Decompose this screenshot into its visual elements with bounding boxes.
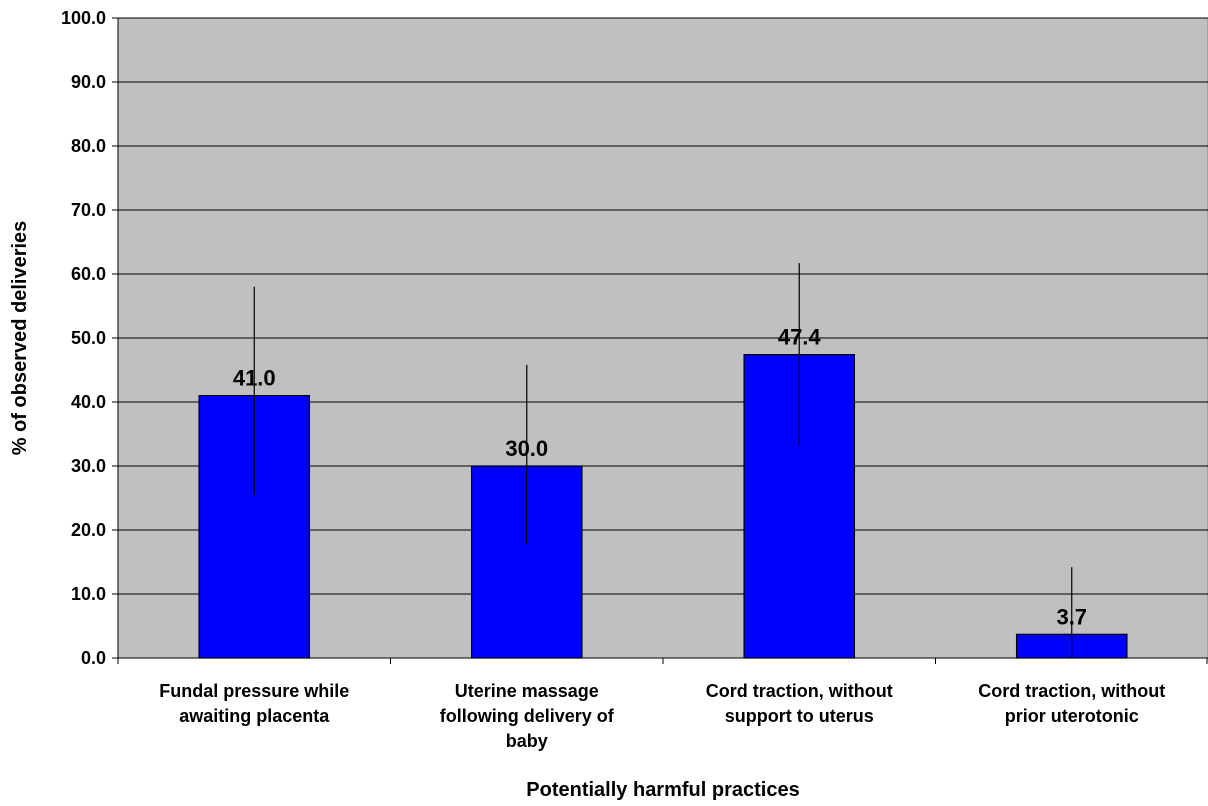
y-tick-label: 40.0 <box>71 392 106 412</box>
data-labels: 41.0 30.0 47.4 3.7 <box>233 325 1087 630</box>
x-category-label: following delivery of <box>440 706 615 726</box>
y-tick-label: 0.0 <box>81 648 106 668</box>
bar-data-label: 47.4 <box>778 325 822 350</box>
y-tick-label: 30.0 <box>71 456 106 476</box>
y-tick-label: 100.0 <box>61 8 106 28</box>
error-bars <box>253 263 1073 658</box>
y-tick-label: 70.0 <box>71 200 106 220</box>
y-tick-label: 10.0 <box>71 584 106 604</box>
x-category-labels: Fundal pressure while awaiting placenta Ut… <box>159 681 1165 751</box>
bar-data-label: 41.0 <box>233 366 276 391</box>
y-tick-label: 50.0 <box>71 328 106 348</box>
x-category-label: Fundal pressure while <box>159 681 349 701</box>
x-category-label: Uterine massage <box>455 681 599 701</box>
x-category-label: Cord traction, without <box>706 681 893 701</box>
y-tick-labels: 0.0 10.0 20.0 30.0 40.0 50.0 60.0 70.0 80.0 90.0 1… <box>61 8 106 668</box>
y-axis-title: % of observed deliveries <box>9 221 31 456</box>
x-category-label: awaiting placenta <box>179 706 330 726</box>
y-tick-label: 90.0 <box>71 72 106 92</box>
x-category-label: Cord traction, without <box>978 681 1165 701</box>
y-tick-label: 20.0 <box>71 520 106 540</box>
axes <box>112 17 1208 664</box>
x-axis-title: Potentially harmful practices <box>526 779 799 801</box>
x-category-label: prior uterotonic <box>1005 706 1139 726</box>
bar-data-label: 3.7 <box>1056 604 1087 629</box>
bars <box>198 354 1128 659</box>
x-category-label: baby <box>506 731 548 751</box>
bar-data-label: 30.0 <box>505 436 548 461</box>
x-category-label: support to uterus <box>725 706 874 726</box>
y-tick-label: 80.0 <box>71 136 106 156</box>
y-tick-label: 60.0 <box>71 264 106 284</box>
